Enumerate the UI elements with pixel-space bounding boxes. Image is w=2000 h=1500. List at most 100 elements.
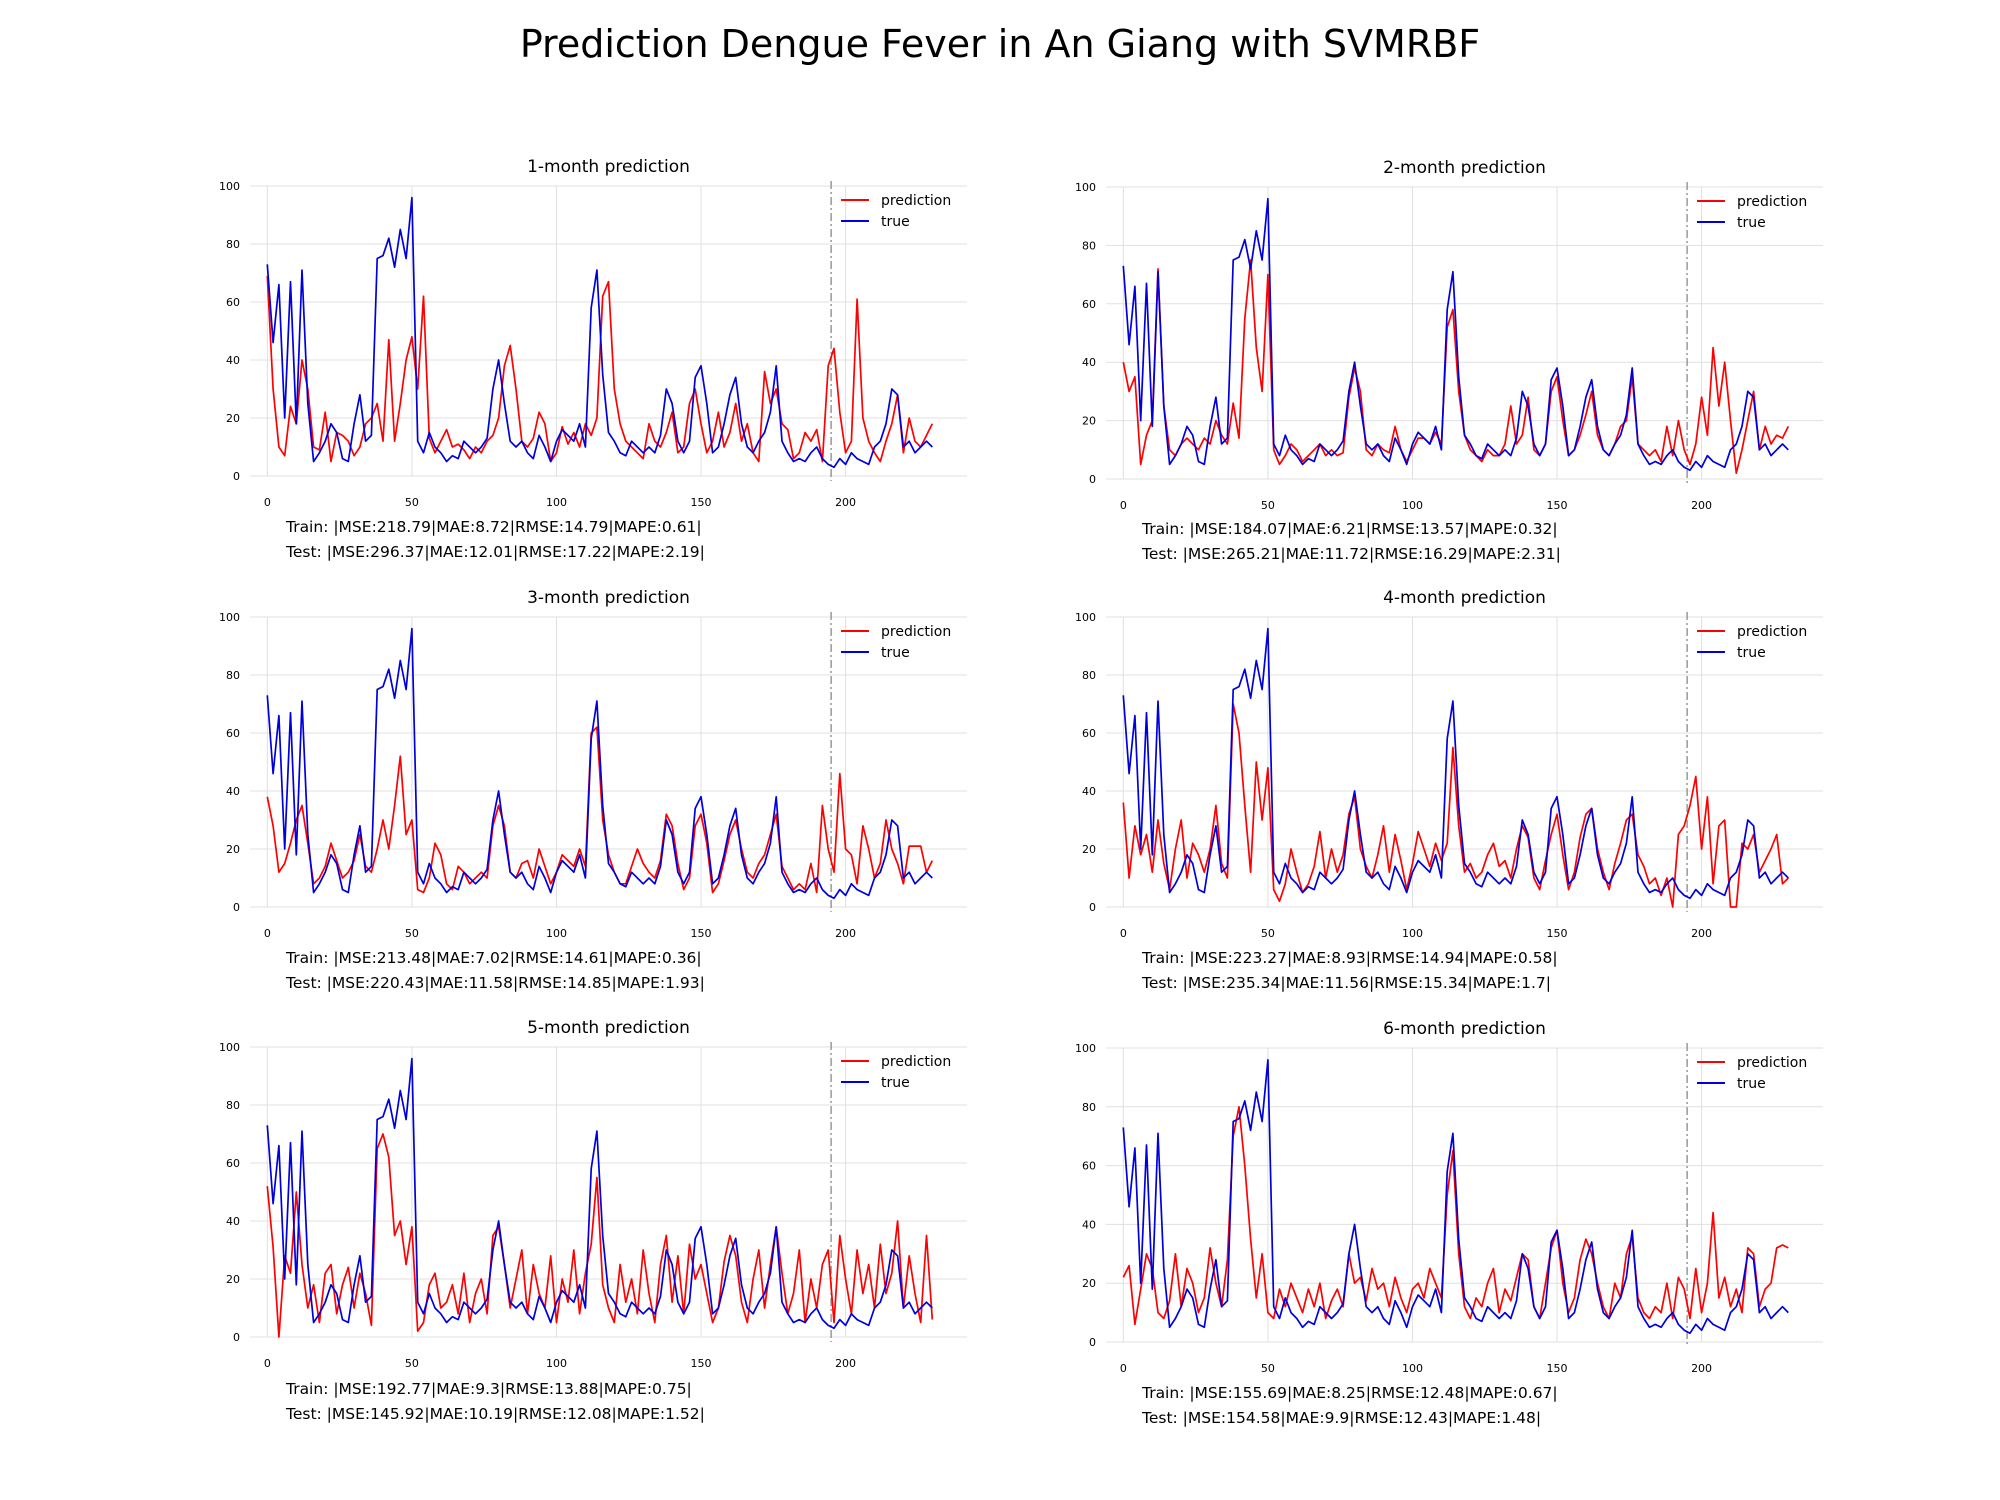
chart-panel-1: 0 20 40 60 80 100 0 50 100 150 200 1-month predicti… xyxy=(219,157,967,509)
chart-panel-6: 0 20 40 60 80 100 0 50 100 150 200 6-month predicti… xyxy=(1075,1019,1823,1375)
y-tick-label: 0 xyxy=(233,470,240,483)
test-metrics-2: Test: |MSE:265.21|MAE:11.72|RMSE:16.29|M… xyxy=(1142,545,1561,563)
chart-title: 1-month prediction xyxy=(527,157,690,177)
legend-label-true: true xyxy=(881,214,910,230)
x-tick-label: 150 xyxy=(1547,1362,1568,1375)
x-tick-label: 0 xyxy=(264,927,271,940)
series-prediction-line xyxy=(1122,1105,1789,1326)
y-tick-label: 60 xyxy=(1082,727,1096,740)
series-true-line xyxy=(266,196,933,469)
x-tick-label: 100 xyxy=(1402,1362,1423,1375)
figure-suptitle: Prediction Dengue Fever in An Giang with… xyxy=(519,22,1481,66)
legend-label-true: true xyxy=(1737,1076,1766,1092)
legend-label-true: true xyxy=(881,1075,910,1091)
x-tick-label: 150 xyxy=(691,496,712,509)
y-tick-label: 80 xyxy=(1082,1101,1096,1114)
chart-panel-4: 0 20 40 60 80 100 0 50 100 150 200 4-month predicti… xyxy=(1075,588,1823,940)
y-tick-label: 40 xyxy=(1082,1218,1096,1231)
series-true-line xyxy=(1122,197,1789,472)
y-tick-label: 100 xyxy=(219,180,240,193)
y-tick-label: 0 xyxy=(1089,901,1096,914)
series-prediction-line xyxy=(1122,703,1789,908)
y-tick-label: 20 xyxy=(1082,415,1096,428)
y-tick-label: 0 xyxy=(233,901,240,914)
y-tick-label: 60 xyxy=(1082,298,1096,311)
x-tick-label: 50 xyxy=(1261,1362,1275,1375)
x-tick-label: 200 xyxy=(835,496,856,509)
chart-panel-2: 0 20 40 60 80 100 0 50 100 150 200 2-month predicti… xyxy=(1075,158,1823,512)
y-tick-label: 60 xyxy=(226,727,240,740)
series-prediction-line xyxy=(1122,259,1790,475)
series-prediction-line xyxy=(266,1133,934,1338)
chart-panel-3: 0 20 40 60 80 100 0 50 100 150 200 3-month predicti… xyxy=(219,588,967,940)
y-tick-label: 60 xyxy=(226,296,240,309)
y-tick-label: 0 xyxy=(1089,1336,1096,1349)
series-true-line xyxy=(1122,1058,1789,1335)
legend-label-true: true xyxy=(1737,215,1766,231)
y-tick-label: 80 xyxy=(226,238,240,251)
y-tick-label: 100 xyxy=(219,1041,240,1054)
y-tick-label: 80 xyxy=(1082,239,1096,252)
x-tick-label: 100 xyxy=(546,496,567,509)
chart-panel-5: 0 20 40 60 80 100 0 50 100 150 200 5-month predicti… xyxy=(219,1018,967,1370)
legend-label-true: true xyxy=(1737,645,1766,661)
test-metrics-6: Test: |MSE:154.58|MAE:9.9|RMSE:12.43|MAP… xyxy=(1142,1409,1542,1427)
y-tick-label: 60 xyxy=(1082,1160,1096,1173)
chart-title: 5-month prediction xyxy=(527,1018,690,1038)
x-tick-label: 150 xyxy=(691,927,712,940)
y-tick-label: 20 xyxy=(1082,843,1096,856)
x-tick-label: 200 xyxy=(835,1357,856,1370)
train-metrics-3: Train: |MSE:213.48|MAE:7.02|RMSE:14.61|M… xyxy=(286,949,702,967)
y-tick-label: 0 xyxy=(233,1331,240,1344)
y-tick-label: 100 xyxy=(1075,611,1096,624)
chart-title: 2-month prediction xyxy=(1383,158,1546,178)
x-tick-label: 50 xyxy=(405,496,419,509)
x-tick-label: 50 xyxy=(1261,927,1275,940)
legend-label-prediction: prediction xyxy=(1737,624,1807,640)
legend-label-prediction: prediction xyxy=(881,1054,951,1070)
y-tick-label: 100 xyxy=(219,611,240,624)
x-tick-label: 0 xyxy=(1120,1362,1127,1375)
legend-label-prediction: prediction xyxy=(881,193,951,209)
y-tick-label: 100 xyxy=(1075,181,1096,194)
test-metrics-5: Test: |MSE:145.92|MAE:10.19|RMSE:12.08|M… xyxy=(286,1405,705,1423)
y-tick-label: 40 xyxy=(226,785,240,798)
y-tick-label: 40 xyxy=(226,1215,240,1228)
x-tick-label: 100 xyxy=(1402,499,1423,512)
x-tick-label: 100 xyxy=(546,927,567,940)
x-tick-label: 100 xyxy=(546,1357,567,1370)
legend-label-prediction: prediction xyxy=(881,624,951,640)
y-tick-label: 80 xyxy=(226,669,240,682)
y-tick-label: 40 xyxy=(226,354,240,367)
x-tick-label: 50 xyxy=(405,927,419,940)
y-tick-label: 100 xyxy=(1075,1042,1096,1055)
x-tick-label: 0 xyxy=(1120,499,1127,512)
train-metrics-6: Train: |MSE:155.69|MAE:8.25|RMSE:12.48|M… xyxy=(1142,1384,1558,1402)
series-true-line xyxy=(1122,627,1789,900)
legend-label-true: true xyxy=(881,645,910,661)
y-tick-label: 80 xyxy=(226,1099,240,1112)
x-tick-label: 0 xyxy=(1120,927,1127,940)
y-tick-label: 20 xyxy=(226,843,240,856)
x-tick-label: 50 xyxy=(1261,499,1275,512)
test-metrics-1: Test: |MSE:296.37|MAE:12.01|RMSE:17.22|M… xyxy=(286,543,705,561)
x-tick-label: 200 xyxy=(1691,927,1712,940)
chart-title: 3-month prediction xyxy=(527,588,690,608)
y-tick-label: 20 xyxy=(1082,1277,1096,1290)
train-metrics-4: Train: |MSE:223.27|MAE:8.93|RMSE:14.94|M… xyxy=(1142,949,1558,967)
y-tick-label: 40 xyxy=(1082,785,1096,798)
series-true-line xyxy=(266,627,933,900)
test-metrics-3: Test: |MSE:220.43|MAE:11.58|RMSE:14.85|M… xyxy=(286,974,705,992)
series-prediction-line xyxy=(266,726,934,894)
y-tick-label: 20 xyxy=(226,1273,240,1286)
y-tick-label: 20 xyxy=(226,412,240,425)
y-tick-label: 60 xyxy=(226,1157,240,1170)
y-tick-label: 80 xyxy=(1082,669,1096,682)
x-tick-label: 150 xyxy=(691,1357,712,1370)
x-tick-label: 0 xyxy=(264,496,271,509)
x-tick-label: 200 xyxy=(1691,1362,1712,1375)
x-tick-label: 150 xyxy=(1547,927,1568,940)
series-true-line xyxy=(266,1057,933,1330)
train-metrics-1: Train: |MSE:218.79|MAE:8.72|RMSE:14.79|M… xyxy=(286,518,702,536)
